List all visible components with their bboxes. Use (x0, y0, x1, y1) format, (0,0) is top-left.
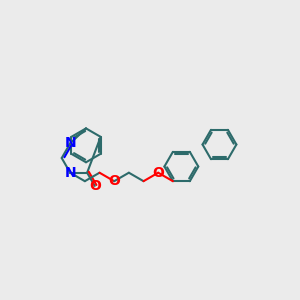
Text: N: N (64, 166, 76, 180)
Text: N: N (64, 136, 76, 150)
Text: O: O (152, 166, 164, 180)
Text: O: O (89, 179, 101, 193)
Text: O: O (108, 174, 120, 188)
